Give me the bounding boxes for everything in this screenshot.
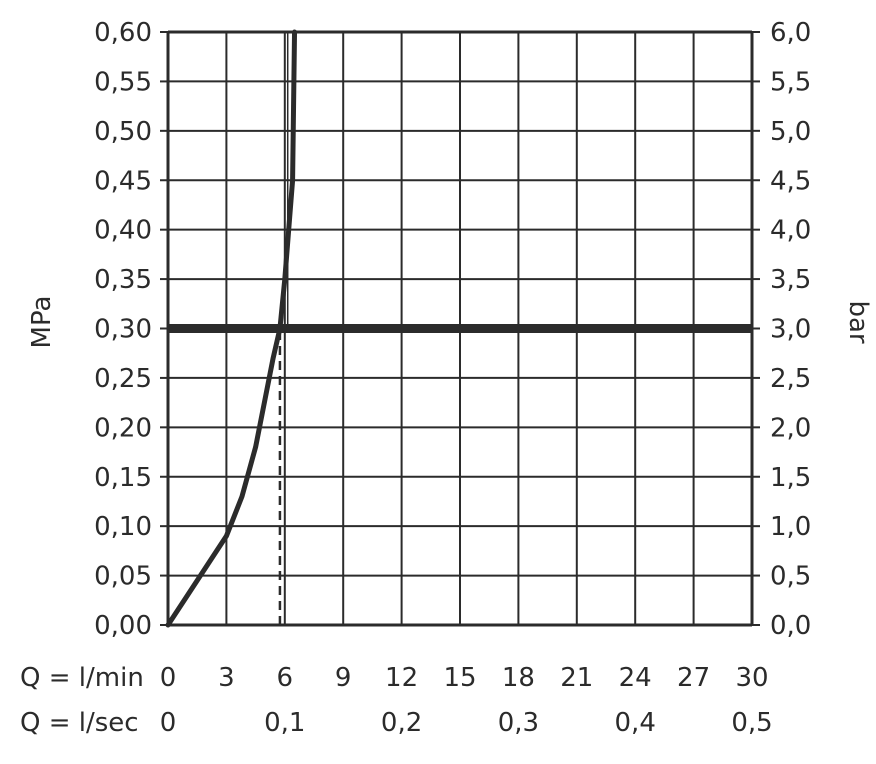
y-left-tick-label: 0,40 xyxy=(94,216,152,246)
y-left-tick-label: 0,15 xyxy=(94,463,152,493)
tick-labels: 0,000,050,100,150,200,250,300,350,400,45… xyxy=(94,18,811,738)
y-right-axis-title: bar xyxy=(843,300,873,343)
y-left-tick-label: 0,55 xyxy=(94,67,152,97)
x-lsec-axis-title: Q = l/sec xyxy=(20,708,139,738)
y-left-tick-label: 0,10 xyxy=(94,512,152,542)
y-right-tick-label: 5,0 xyxy=(770,117,811,147)
y-right-tick-label: 2,0 xyxy=(770,413,811,443)
y-left-tick-label: 0,20 xyxy=(94,413,152,443)
x-lsec-tick-label: 0,4 xyxy=(615,708,656,738)
x-lmin-axis-title: Q = l/min xyxy=(20,663,144,693)
y-right-tick-label: 0,5 xyxy=(770,562,811,592)
y-left-tick-label: 0,30 xyxy=(94,315,152,345)
y-left-tick-label: 0,00 xyxy=(94,611,152,641)
x-lmin-tick-label: 27 xyxy=(677,663,710,693)
x-lsec-tick-label: 0,5 xyxy=(731,708,772,738)
y-right-tick-label: 4,0 xyxy=(770,216,811,246)
x-lmin-tick-label: 0 xyxy=(160,663,177,693)
x-lmin-tick-label: 21 xyxy=(560,663,593,693)
x-lsec-tick-label: 0,3 xyxy=(498,708,539,738)
y-left-tick-label: 0,25 xyxy=(94,364,152,394)
series-line-0 xyxy=(165,29,298,628)
y-right-tick-label: 5,5 xyxy=(770,67,811,97)
x-lsec-tick-label: 0 xyxy=(160,708,177,738)
x-lmin-tick-label: 12 xyxy=(385,663,418,693)
x-lmin-tick-label: 15 xyxy=(443,663,476,693)
x-lmin-tick-label: 24 xyxy=(619,663,652,693)
x-lsec-tick-label: 0,1 xyxy=(264,708,305,738)
x-lmin-tick-label: 3 xyxy=(218,663,235,693)
y-right-tick-label: 3,0 xyxy=(770,315,811,345)
x-lmin-tick-label: 9 xyxy=(335,663,352,693)
y-right-tick-label: 0,0 xyxy=(770,611,811,641)
x-lmin-tick-label: 30 xyxy=(735,663,768,693)
y-left-tick-label: 0,45 xyxy=(94,166,152,196)
y-right-tick-label: 1,0 xyxy=(770,512,811,542)
y-left-tick-label: 0,60 xyxy=(94,18,152,48)
x-lmin-tick-label: 6 xyxy=(277,663,294,693)
y-left-tick-label: 0,35 xyxy=(94,265,152,295)
y-left-tick-label: 0,50 xyxy=(94,117,152,147)
y-left-tick-label: 0,05 xyxy=(94,562,152,592)
y-left-axis-title: MPa xyxy=(27,296,57,349)
y-right-tick-label: 1,5 xyxy=(770,463,811,493)
reference-lines xyxy=(168,32,752,625)
x-lmin-tick-label: 18 xyxy=(502,663,535,693)
series-layer xyxy=(165,29,298,628)
y-right-tick-label: 4,5 xyxy=(770,166,811,196)
y-right-tick-label: 2,5 xyxy=(770,364,811,394)
y-right-tick-label: 6,0 xyxy=(770,18,811,48)
x-lsec-tick-label: 0,2 xyxy=(381,708,422,738)
y-right-tick-label: 3,5 xyxy=(770,265,811,295)
